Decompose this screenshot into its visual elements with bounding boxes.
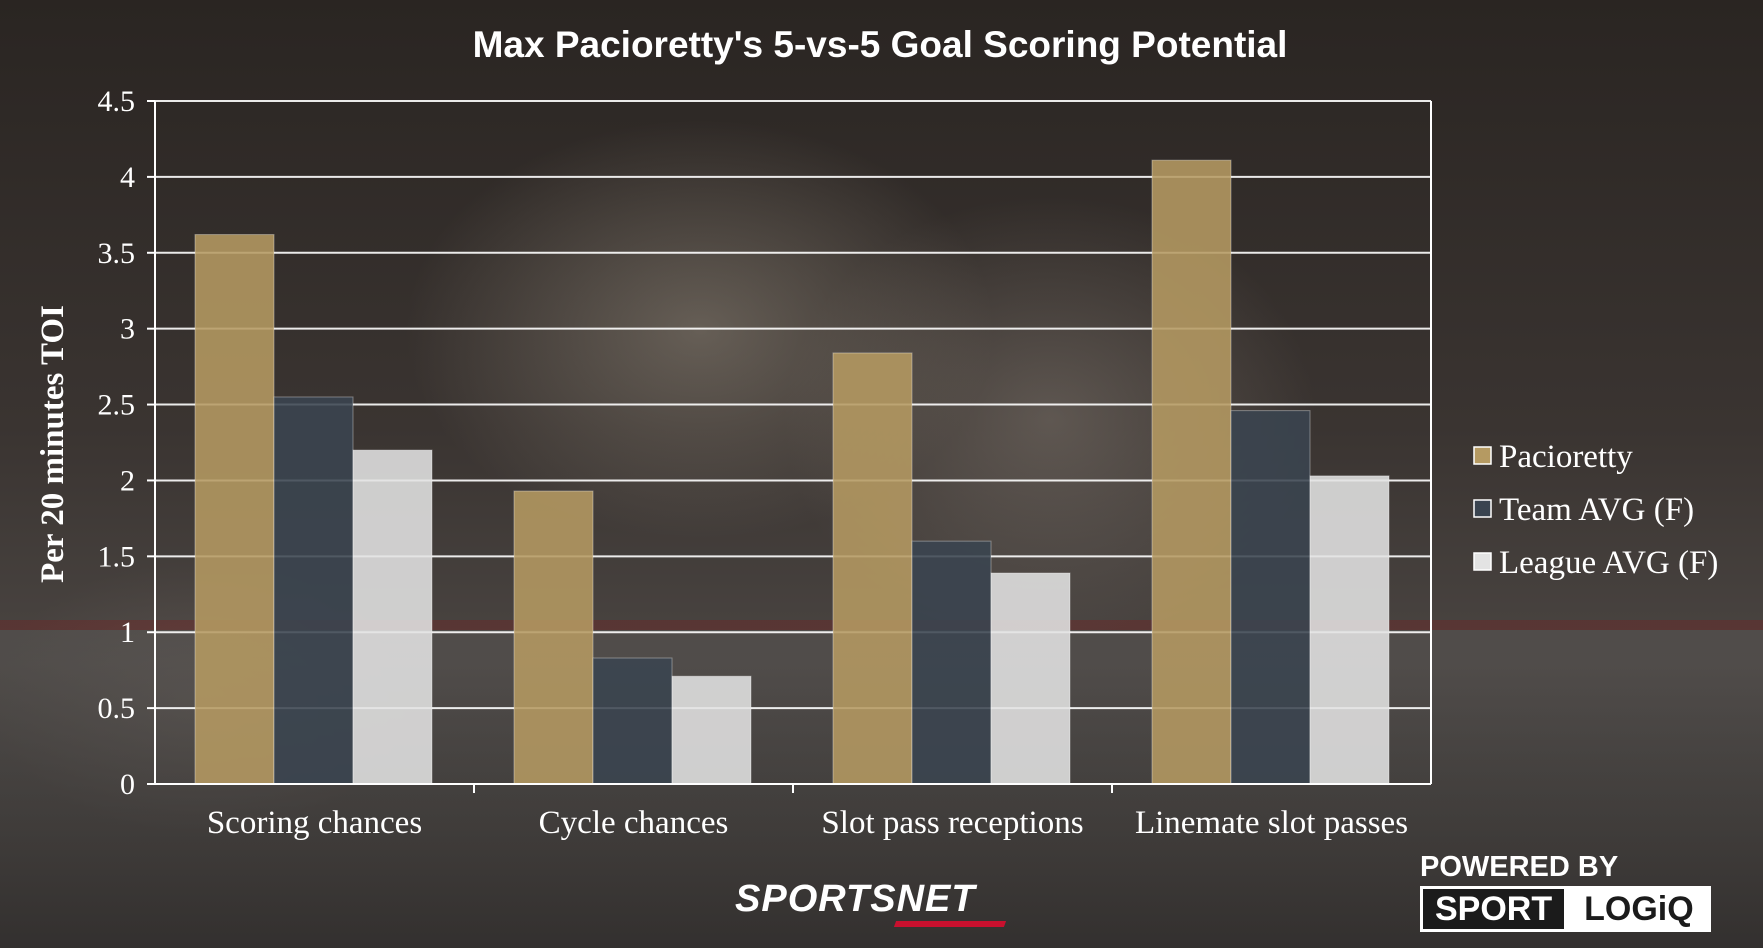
y-tick-label: 0.5 xyxy=(98,692,136,725)
y-tick-label: 3.5 xyxy=(98,237,136,270)
bar-pacioretty xyxy=(832,352,913,785)
legend-label: Pacioretty xyxy=(1499,439,1633,475)
x-tick-label: Scoring chances xyxy=(207,805,422,841)
legend-swatch xyxy=(1473,446,1492,465)
sportsnet-logo: SPORTSNET xyxy=(735,878,976,920)
x-tick-label: Slot pass receptions xyxy=(821,805,1083,841)
bar-team-avg-f- xyxy=(911,540,992,785)
bar-pacioretty xyxy=(1151,159,1232,785)
bar-team-avg-f- xyxy=(1230,410,1311,785)
y-tick-label: 2.5 xyxy=(98,389,136,422)
bar-league-avg-f- xyxy=(990,572,1071,785)
legend-swatch xyxy=(1473,499,1492,518)
y-tick-label: 0 xyxy=(120,768,135,801)
sportlogiq-logo-right: LOGiQ xyxy=(1567,886,1711,932)
chart-title: Max Pacioretty's 5-vs-5 Goal Scoring Pot… xyxy=(473,24,1288,65)
bar-league-avg-f- xyxy=(352,449,433,785)
sportlogiq-logo-left: SPORT xyxy=(1420,886,1568,932)
y-tick-label: 1 xyxy=(120,616,135,649)
bar-team-avg-f- xyxy=(273,396,354,785)
legend: Pacioretty Team AVG (F) League AVG (F) xyxy=(1473,439,1718,581)
bars xyxy=(194,159,1390,785)
bar-team-avg-f- xyxy=(592,657,673,785)
y-axis-label: Per 20 minutes TOI xyxy=(35,305,71,583)
bar-league-avg-f- xyxy=(671,675,752,785)
y-tick-label: 4 xyxy=(120,161,135,194)
x-tick-label: Cycle chances xyxy=(539,805,729,841)
powered-by-label: POWERED BY xyxy=(1420,851,1619,883)
y-tick-label: 2 xyxy=(120,464,135,497)
x-tick-label: Linemate slot passes xyxy=(1135,805,1408,841)
sportsnet-logo-swoosh xyxy=(893,921,1007,927)
bar-league-avg-f- xyxy=(1309,475,1390,785)
bar-pacioretty xyxy=(194,234,275,785)
sportlogiq-logo: SPORT LOGiQ xyxy=(1420,886,1711,932)
bar-pacioretty xyxy=(513,490,594,785)
axes: 0 0.5 1 1.5 2 2.5 3 3.5 4 4.5 Scoring chances Cycle… xyxy=(98,85,1431,841)
y-tick-label: 3 xyxy=(120,313,135,346)
y-tick-label: 4.5 xyxy=(98,85,136,118)
legend-label: Team AVG (F) xyxy=(1499,492,1694,528)
legend-label: League AVG (F) xyxy=(1499,545,1718,581)
legend-swatch xyxy=(1473,552,1492,571)
y-tick-label: 1.5 xyxy=(98,540,136,573)
